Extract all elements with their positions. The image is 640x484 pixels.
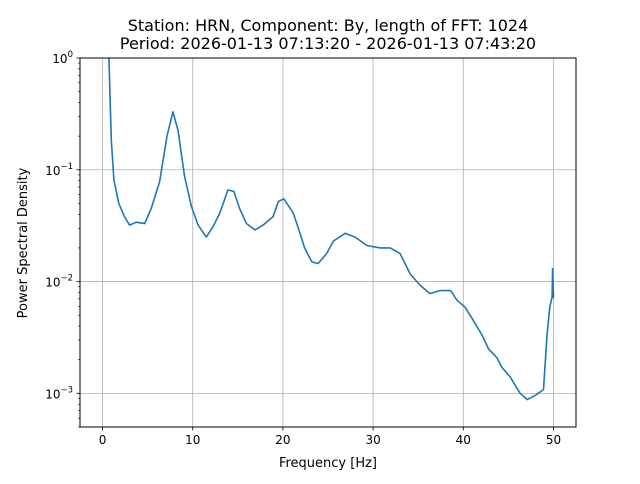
x-tick-label: 30: [365, 433, 380, 447]
psd-line: [108, 58, 555, 401]
y-tick-exponent: −3: [60, 385, 73, 395]
y-tick-exponent: −2: [60, 274, 73, 284]
y-tick-base: 10: [45, 387, 60, 401]
y-tick-exponent: 0: [68, 50, 73, 60]
y-tick-base: 10: [52, 52, 67, 66]
x-tick-label: 40: [456, 433, 471, 447]
chart-title-line1: Station: HRN, Component: By, length of F…: [128, 16, 529, 35]
y-tick-label: 10−3: [45, 385, 73, 401]
x-tick-label: 20: [275, 433, 290, 447]
y-tick-base: 10: [45, 276, 60, 290]
y-tick-label: 10−1: [45, 162, 73, 178]
y-tick-exponent: −1: [60, 162, 73, 172]
y-tick-label: 10−2: [45, 274, 73, 290]
x-tick-label: 0: [99, 433, 107, 447]
plot-area-frame: [79, 57, 577, 428]
x-tick-label: 10: [185, 433, 200, 447]
chart-title-line2: Period: 2026-01-13 07:13:20 - 2026-01-13…: [120, 34, 536, 53]
y-tick-label: 100: [52, 50, 73, 66]
x-tick-label: 50: [546, 433, 561, 447]
y-axis-label: Power Spectral Density: [16, 167, 31, 318]
x-axis-label: Frequency [Hz]: [279, 456, 377, 471]
y-tick-base: 10: [45, 164, 60, 178]
